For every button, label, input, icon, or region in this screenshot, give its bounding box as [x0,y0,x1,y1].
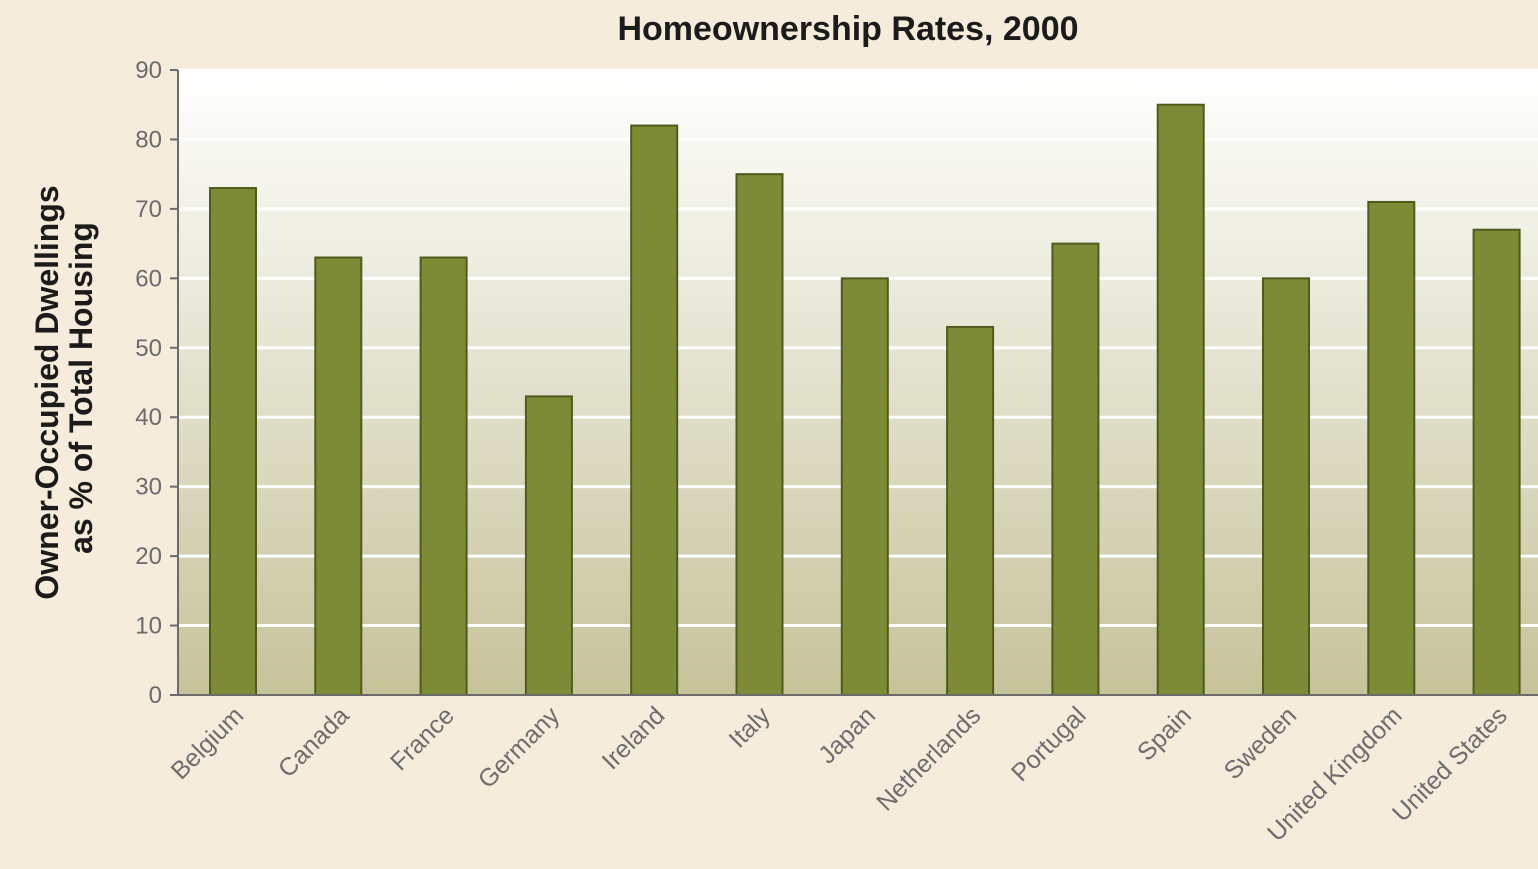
bar-sweden [1262,277,1310,696]
y-tick-label-60: 60 [135,265,162,292]
x-tick-label-canada: Canada [273,701,355,783]
x-tick-label-belgium: Belgium [166,701,250,785]
x-tick-label-italy: Italy [724,701,777,754]
axes [170,69,1538,696]
chart-title: Homeownership Rates, 2000 [617,10,1078,48]
y-tick-label-30: 30 [135,474,162,501]
x-tick-label-portugal: Portugal [1006,701,1092,787]
x-tick-label-sweden: Sweden [1219,701,1303,785]
y-tick-label-70: 70 [135,196,162,223]
x-tick-label-japan: Japan [813,701,881,769]
y-axis-label: Owner-Occupied Dwellings as % of Total H… [29,176,99,599]
y-tick-label-40: 40 [135,404,162,431]
x-tick-label-germany: Germany [473,701,566,794]
y-axis-label-line-1: Owner-Occupied Dwellings [29,185,65,599]
x-tick-label-france: France [385,701,460,776]
x-tick-label-spain: Spain [1132,701,1197,766]
bar-belgium [209,187,257,697]
y-axis-label-line-2: as % of Total Housing [63,222,99,554]
bar-united-kingdom [1367,200,1416,696]
y-tick-label-50: 50 [135,335,162,362]
bar-japan [840,277,889,696]
y-tick-label-0: 0 [149,682,162,709]
bar-united-states [1472,228,1521,696]
y-tick-label-10: 10 [135,613,162,640]
y-tick-label-20: 20 [135,543,162,570]
bar-italy [735,173,784,696]
bar-germany [524,395,573,696]
bar-portugal [1051,242,1100,696]
bar-france [419,256,468,696]
bars [209,103,1521,697]
bar-netherlands [946,325,995,696]
bar-spain [1156,103,1205,696]
bar-canada [314,256,363,696]
x-tick-label-ireland: Ireland [597,701,671,775]
y-tick-label-80: 80 [135,126,162,153]
bar-ireland [630,124,679,697]
x-tick-label-netherlands: Netherlands [871,701,986,816]
y-tick-label-90: 90 [135,57,162,84]
